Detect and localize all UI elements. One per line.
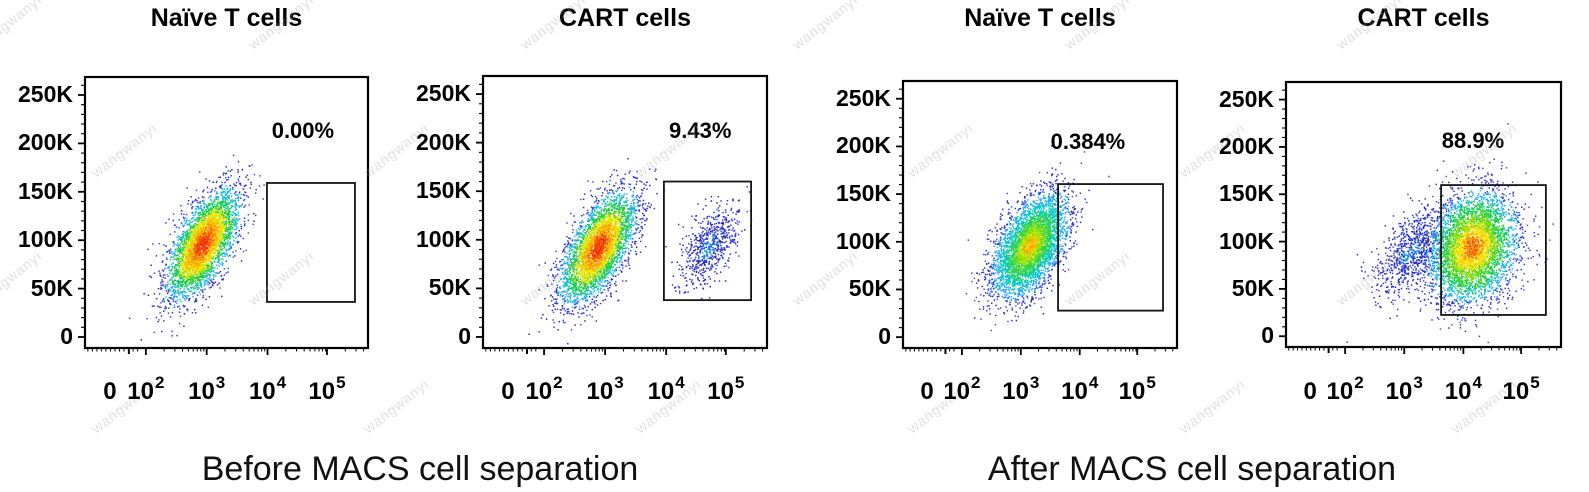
- y-tick-label: 250K: [1219, 85, 1274, 112]
- watermark-text: wangwanyi: [0, 0, 45, 53]
- x-tick-label: 102: [127, 373, 165, 405]
- caption-before-macs: Before MACS cell separation: [201, 450, 639, 488]
- watermark-text: wangwanyi: [1176, 375, 1248, 437]
- x-tick-label: 105: [1118, 373, 1156, 405]
- x-tick-label: 103: [1002, 373, 1040, 405]
- flow-plot-canvas-1: [71, 71, 376, 364]
- y-tick-label: 150K: [1219, 180, 1274, 207]
- gate-percent-label: 9.43%: [669, 118, 732, 144]
- gate-percent-label: 0.00%: [271, 117, 335, 143]
- flow-plot-canvas-3: [889, 75, 1185, 364]
- x-tick-label: 105: [308, 373, 346, 405]
- y-tick-label: 50K: [848, 275, 891, 302]
- x-tick-label: 0: [1303, 378, 1317, 405]
- x-tick-label: 0: [920, 378, 934, 405]
- x-tick-label: 104: [647, 373, 685, 405]
- panel-title: Naïve T cells: [964, 4, 1116, 32]
- y-tick-label: 250K: [18, 80, 73, 107]
- flow-plot-canvas-2: [469, 70, 775, 364]
- y-tick-label: 250K: [416, 80, 471, 107]
- panel-title: Naïve T cells: [150, 4, 303, 32]
- x-tick-label: 103: [586, 373, 624, 405]
- x-tick-label: 102: [1326, 373, 1364, 405]
- y-tick-label: 0: [878, 323, 891, 350]
- y-tick-label: 150K: [416, 177, 471, 204]
- flow-plot-canvas-4: [1272, 76, 1569, 363]
- x-tick-label: 105: [1502, 373, 1540, 405]
- y-tick-label: 100K: [836, 227, 891, 254]
- x-tick-label: 104: [1061, 373, 1099, 405]
- watermark-text: wangwanyi: [360, 375, 432, 437]
- y-tick-label: 50K: [428, 274, 471, 301]
- y-tick-label: 50K: [30, 274, 73, 301]
- y-tick-label: 150K: [18, 177, 73, 204]
- gate-percent-label: 0.384%: [1050, 129, 1126, 155]
- x-tick-label: 103: [188, 373, 226, 405]
- panel-title: CART cells: [559, 4, 691, 32]
- panel-title: CART cells: [1357, 4, 1490, 32]
- gate-percent-label: 88.9%: [1441, 128, 1505, 154]
- y-tick-label: 100K: [416, 225, 471, 252]
- y-tick-label: 200K: [1219, 132, 1274, 159]
- x-tick-label: 0: [501, 378, 515, 405]
- x-tick-label: 102: [943, 373, 981, 405]
- x-tick-label: 105: [707, 373, 745, 405]
- caption-after-macs: After MACS cell separation: [987, 450, 1397, 488]
- y-tick-label: 250K: [836, 84, 891, 111]
- y-tick-label: 0: [458, 322, 471, 349]
- y-tick-label: 200K: [416, 128, 471, 155]
- x-tick-label: 0: [103, 378, 117, 405]
- watermark-text: wangwanyi: [789, 0, 861, 53]
- y-tick-label: 150K: [836, 180, 891, 207]
- x-tick-label: 104: [1444, 373, 1482, 405]
- y-tick-label: 200K: [18, 129, 73, 156]
- y-tick-label: 100K: [18, 226, 73, 253]
- y-tick-label: 0: [1261, 322, 1274, 349]
- x-tick-label: 103: [1385, 373, 1423, 405]
- x-tick-label: 104: [248, 373, 287, 405]
- y-tick-label: 50K: [1231, 274, 1274, 301]
- y-tick-label: 0: [60, 322, 73, 349]
- x-tick-label: 102: [525, 373, 563, 405]
- y-tick-label: 200K: [836, 132, 891, 159]
- y-tick-label: 100K: [1219, 227, 1274, 254]
